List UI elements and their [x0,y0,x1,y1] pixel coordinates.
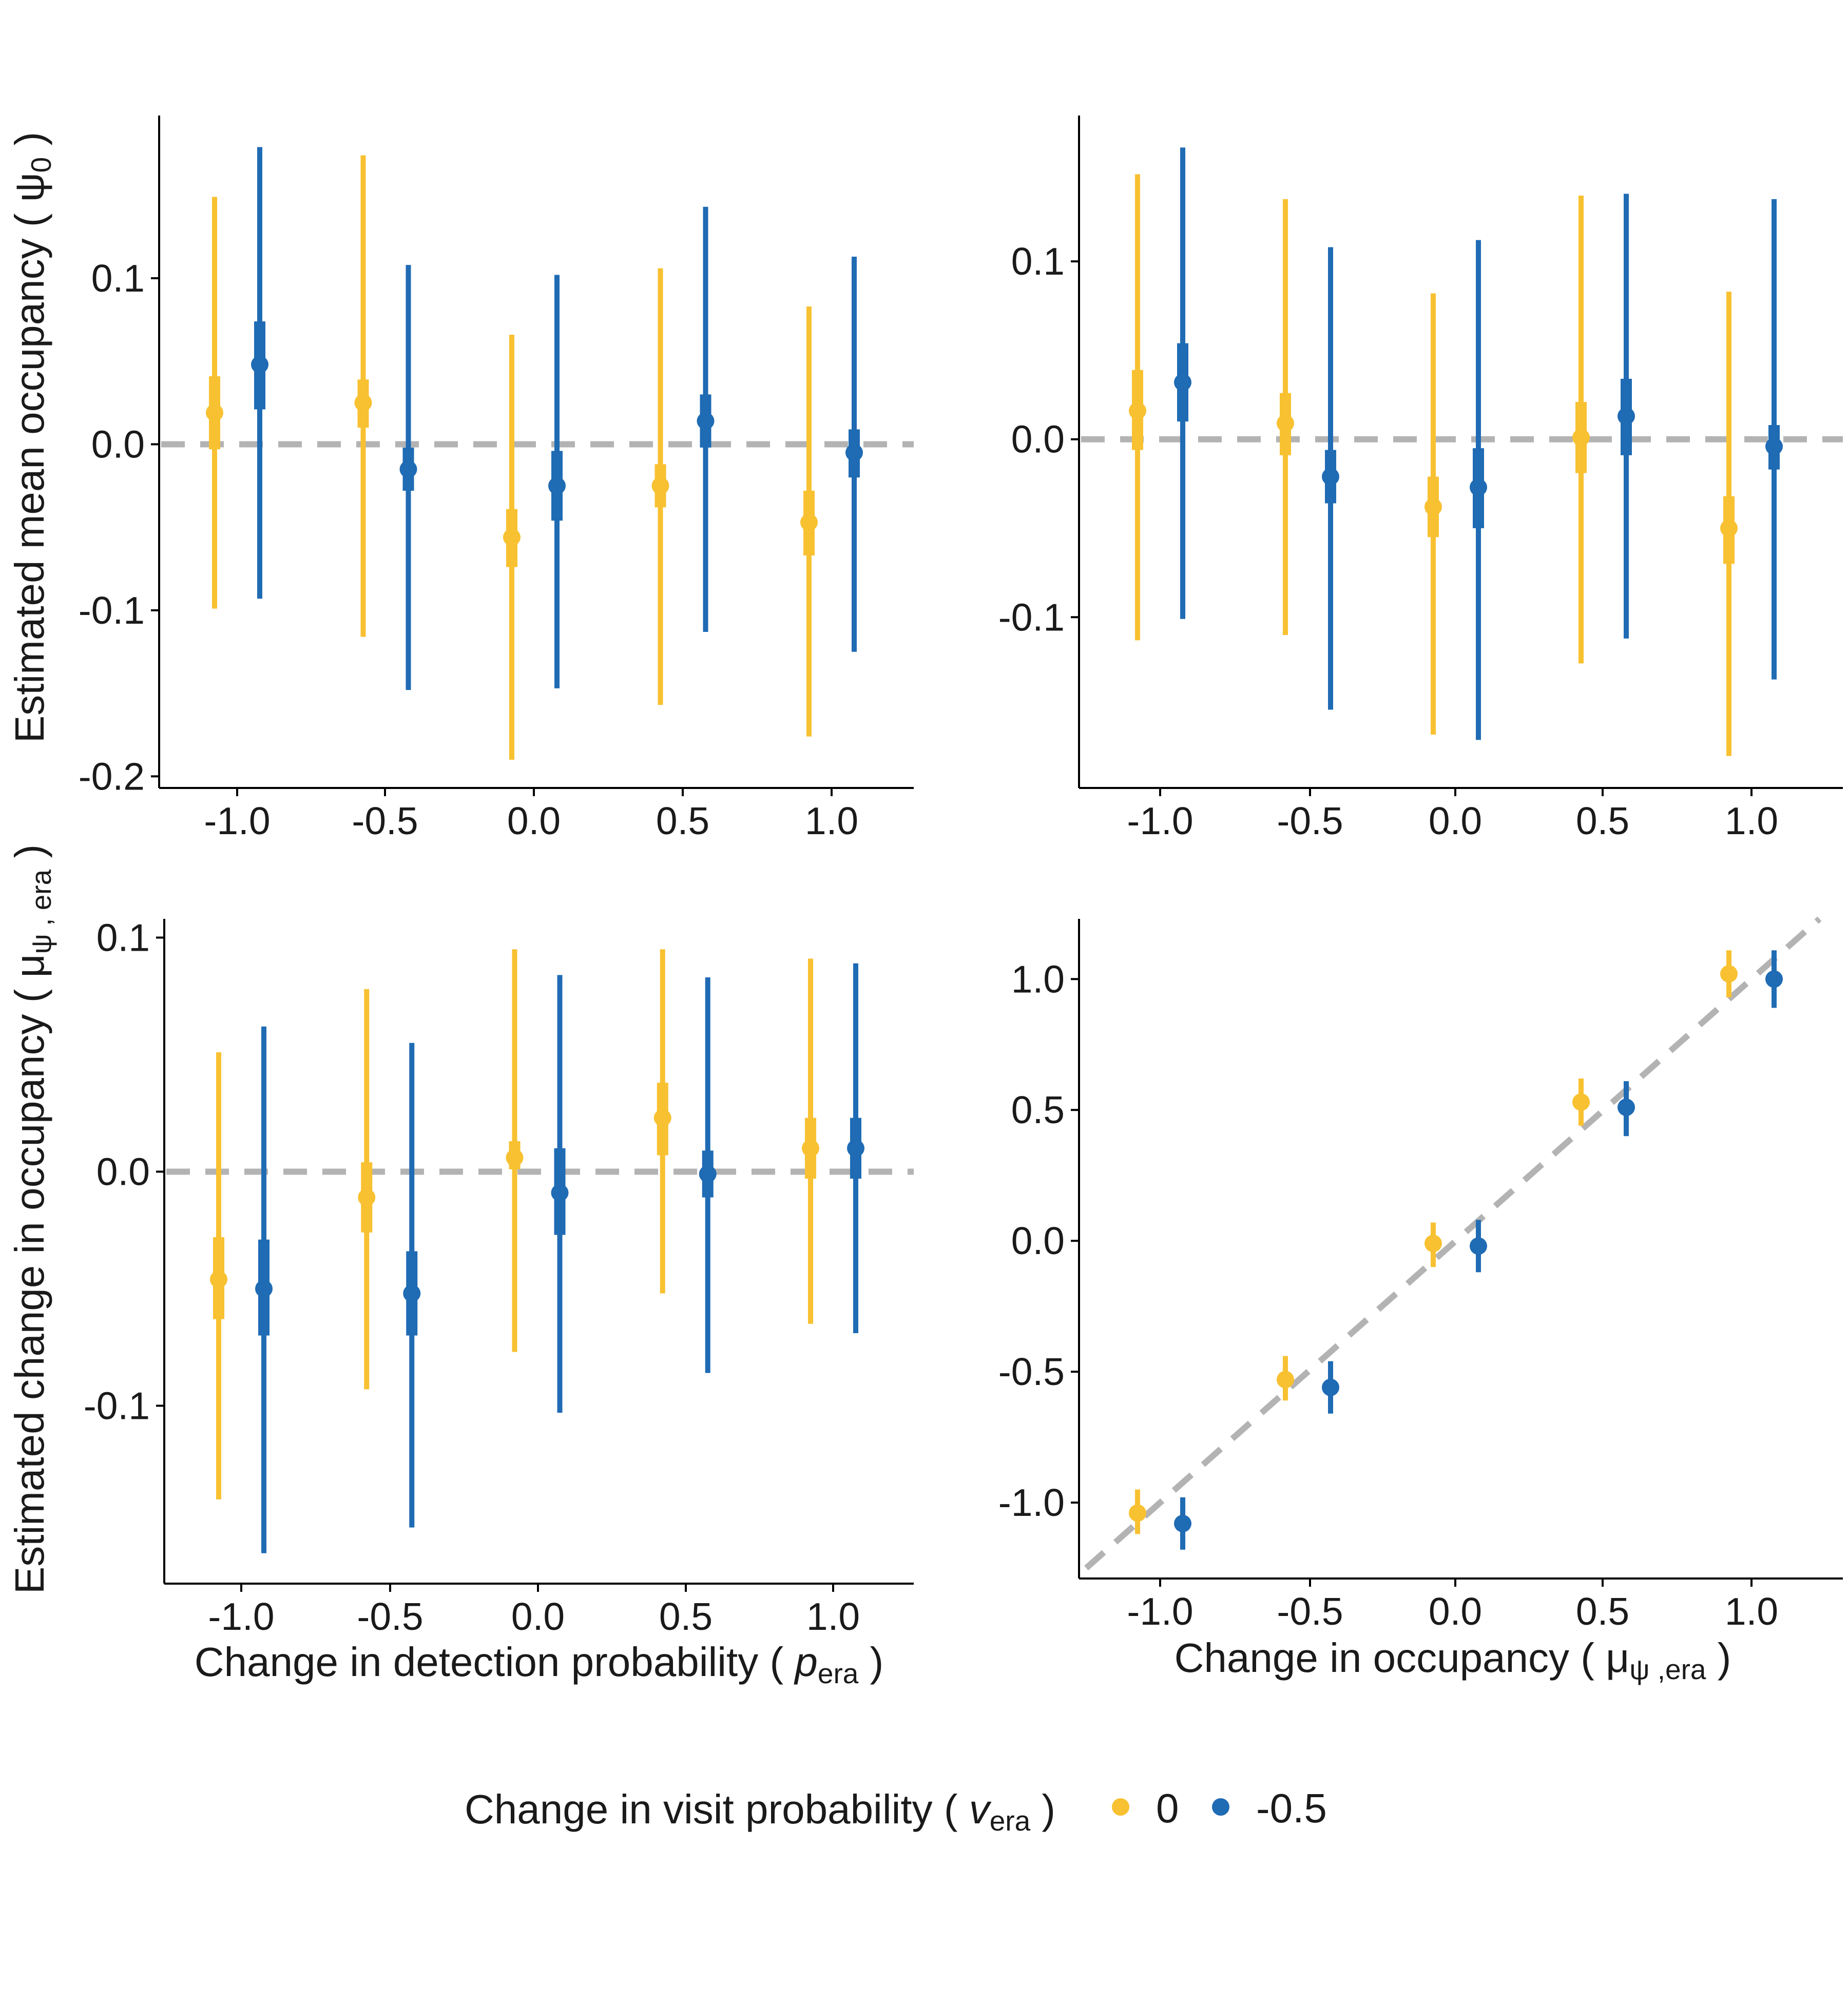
y-tick-label: -0.2 [79,755,145,798]
legend: Change in visit probability ( vera ) 0 -… [465,1785,1327,1837]
data-point [800,513,818,531]
data-point [1470,478,1487,496]
y-tick-label: 0.1 [97,916,150,959]
data-point [1129,402,1146,420]
data-point [358,1188,376,1206]
x-tick-label: 0.0 [511,1595,565,1638]
bottom-right-x-axis-label: Change in occupancy ( μψ ,era ) [1175,1635,1731,1685]
x-tick-label: 0.5 [1576,799,1629,842]
x-tick-label: 1.0 [1725,1590,1778,1633]
x-tick-label: -0.5 [1277,1590,1343,1633]
data-point [1765,970,1783,988]
x-tick-label: -1.0 [208,1595,274,1638]
legend-label-0: 0 [1156,1785,1179,1831]
data-point [206,403,223,421]
y-tick-label: -0.5 [998,1350,1065,1393]
y-tick-label: -0.1 [84,1384,150,1427]
data-point [1470,1237,1487,1255]
y-tick-label: 0.0 [91,422,145,466]
data-point [1322,1378,1339,1396]
data-point [1572,429,1590,447]
bottom-y-axis-label: Estimated change in occupancy ( μψ , era… [7,844,57,1594]
y-tick-label: 0.0 [1011,418,1065,461]
x-tick-label: 1.0 [1725,799,1778,842]
legend-title: Change in visit probability ( vera ) [465,1786,1055,1837]
panel-top-left: -1.0 -0.5 0.0 0.5 1.0 -0.2 -0.1 0.0 0.1 [79,116,914,842]
data-point [653,1109,671,1127]
data-point [697,412,715,430]
reference-line-identity [1084,916,1822,1571]
x-tick-label: 0.5 [659,1595,713,1638]
x-tick-label: -1.0 [1127,1590,1193,1633]
data-point [1720,519,1738,537]
data-point [845,444,863,461]
data-point [699,1165,717,1183]
data-point [551,1184,569,1202]
x-tick-label: 0.5 [656,799,709,842]
data-point [403,1284,421,1302]
data-point [354,394,372,412]
y-tick-label: 0.1 [91,257,145,300]
data-point [251,356,268,374]
data-point [210,1270,227,1288]
x-tick-label: 0.0 [1429,799,1482,842]
data-point [1618,1099,1635,1116]
x-tick-label: 0.0 [1429,1590,1482,1633]
data-point [802,1139,819,1157]
x-tick-label: 0.0 [507,799,561,842]
x-tick-label: -1.0 [1127,799,1193,842]
data-point [1765,437,1783,455]
data-point [1277,414,1294,432]
data-point [1129,1504,1146,1522]
x-tick-label: 1.0 [806,1595,860,1638]
panel-bottom-right: -1.0 -0.5 0.0 0.5 1.0 -1.0 -0.5 0.0 0.5 1.0 [998,916,1843,1633]
data-point [255,1280,273,1298]
data-point [399,460,417,478]
y-tick-label: 0.5 [1011,1088,1065,1131]
data-point [548,477,566,495]
data-point [506,1149,524,1167]
legend-label-neg05: -0.5 [1256,1785,1327,1831]
x-tick-label: 1.0 [805,799,858,842]
data-point [1424,498,1442,516]
x-tick-label: -0.5 [357,1595,423,1638]
x-tick-label: 0.5 [1576,1590,1629,1633]
y-tick-label: -0.1 [998,595,1065,639]
data-point [847,1139,864,1157]
panel-top-right: -1.0 -0.5 0.0 0.5 1.0 -0.1 0.0 0.1 [998,116,1843,842]
y-tick-label: 0.1 [1011,240,1065,283]
bottom-left-x-axis-label: Change in detection probability ( pera ) [195,1639,883,1689]
data-point [503,528,521,546]
data-point [1424,1235,1442,1253]
data-point [1174,373,1191,391]
data-point [1720,965,1738,983]
panel-bottom-left: -1.0 -0.5 0.0 0.5 1.0 -0.1 0.0 0.1 [84,916,914,1638]
x-tick-label: -0.5 [1277,799,1343,842]
data-point [651,477,669,495]
y-tick-label: 0.0 [1011,1219,1065,1262]
data-point [1174,1514,1191,1532]
y-tick-label: -0.1 [79,589,145,632]
data-point [1572,1093,1590,1111]
legend-key-yellow [1112,1798,1129,1816]
data-point [1322,468,1339,486]
x-tick-label: -1.0 [204,799,270,842]
x-tick-label: -0.5 [352,799,418,842]
data-point [1618,407,1635,425]
data-point [1277,1371,1294,1389]
y-tick-label: 1.0 [1011,957,1065,1000]
y-tick-label: 0.0 [97,1150,150,1193]
top-y-axis-label: Estimated mean occupancy ( ψ0 ) [7,132,57,743]
y-tick-label: -1.0 [998,1481,1065,1524]
legend-key-blue [1212,1798,1229,1816]
